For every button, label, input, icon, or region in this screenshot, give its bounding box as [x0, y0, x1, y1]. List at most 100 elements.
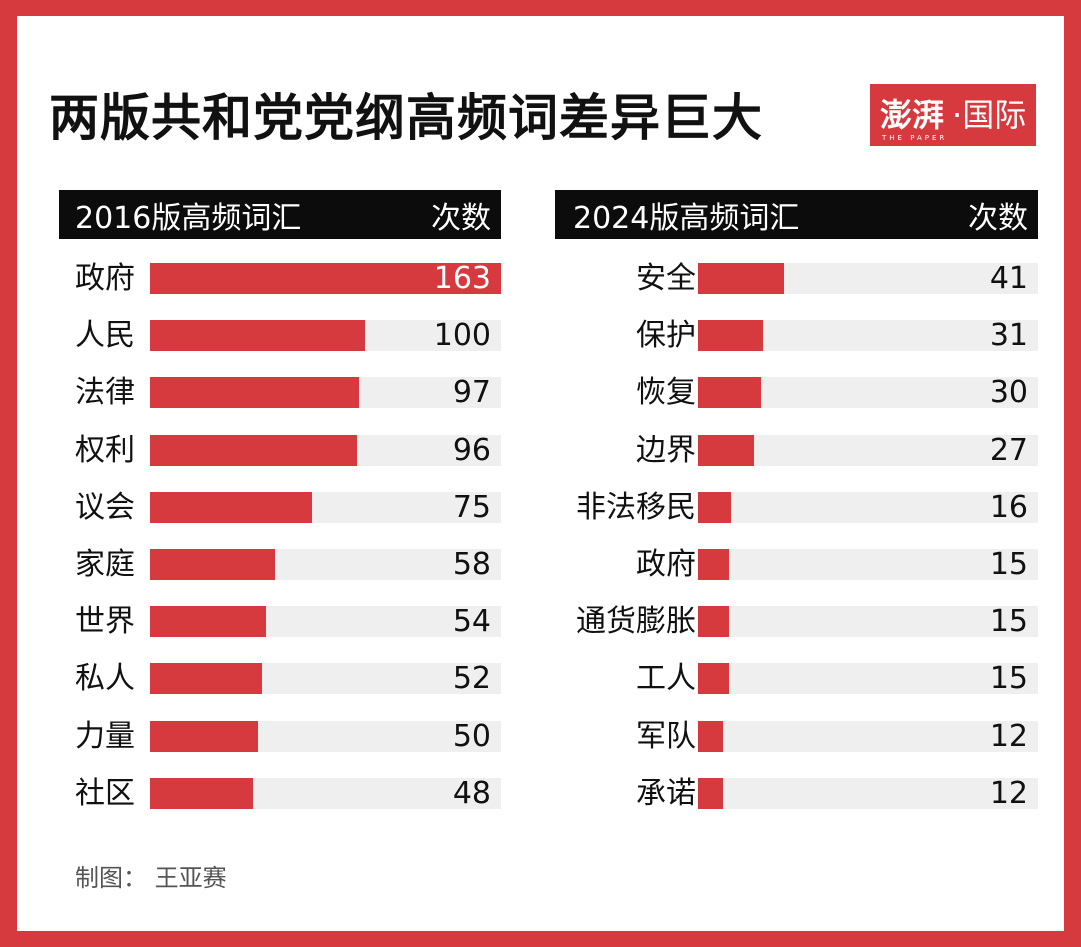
bar-track: 97 — [150, 375, 501, 411]
bar — [150, 548, 275, 580]
bar-track: 16 — [698, 489, 1038, 525]
bar-row: 边界 27 — [555, 432, 1038, 492]
value-label: 12 — [989, 718, 1028, 754]
bar-track: 15 — [698, 604, 1038, 640]
category-label: 社区 — [75, 775, 135, 811]
bar-row: 安全 41 — [555, 263, 1038, 320]
value-label: 30 — [989, 375, 1028, 411]
value-label: 27 — [989, 432, 1028, 468]
value-label: 16 — [989, 489, 1028, 525]
panel-2024-header: 2024版高频词汇 次数 — [555, 190, 1038, 239]
bar-row: 政府 15 — [555, 546, 1038, 606]
bar-track: 12 — [698, 718, 1038, 754]
value-label: 50 — [452, 718, 491, 754]
bar — [150, 320, 366, 352]
bar-row: 恢复 30 — [555, 377, 1038, 434]
panel-2016: 2016版高频词汇 次数 政府 163 人民 100 法律 97 权利 96 议会 75 家庭 58 世… — [59, 190, 501, 835]
bar — [698, 434, 755, 466]
value-label: 15 — [989, 661, 1028, 697]
chart-title: 两版共和党党纲高频词差异巨大 — [49, 89, 763, 147]
bar — [698, 663, 730, 695]
bar-row: 工人 15 — [555, 663, 1038, 720]
bar-row: 力量 50 — [59, 718, 501, 778]
bar — [150, 663, 262, 695]
panel-2016-header: 2016版高频词汇 次数 — [59, 190, 501, 239]
bar-track: 58 — [150, 546, 501, 582]
bar — [698, 777, 724, 809]
category-label: 政府 — [636, 546, 696, 582]
category-label: 力量 — [75, 718, 135, 754]
bar-row: 世界 54 — [59, 606, 501, 663]
value-label: 31 — [989, 318, 1028, 354]
bar — [150, 777, 254, 809]
value-label: 97 — [452, 375, 491, 411]
category-label: 法律 — [75, 375, 135, 411]
bar-track: 30 — [698, 375, 1038, 411]
value-label: 163 — [433, 261, 491, 296]
bar-rows: 安全 41 保护 31 恢复 30 边界 27 非法移民 16 政府 15 通货膨胀 15 工人 15 军队 12… — [555, 263, 1038, 835]
bar-track: 52 — [150, 661, 501, 697]
bar-track: 41 — [698, 263, 1038, 294]
category-label: 军队 — [636, 718, 696, 754]
value-header: 次数 — [431, 200, 491, 236]
category-label: 人民 — [75, 318, 135, 354]
value-label: 12 — [989, 775, 1028, 811]
category-label: 世界 — [75, 604, 135, 640]
bar-row: 政府 163 — [59, 263, 501, 320]
value-label: 15 — [989, 604, 1028, 640]
bar — [698, 606, 730, 638]
bar-row: 通货膨胀 15 — [555, 606, 1038, 663]
bar-track: 31 — [698, 318, 1038, 354]
bar-track: 15 — [698, 546, 1038, 582]
bar-row: 承诺 12 — [555, 775, 1038, 835]
logo-mark: 澎湃 THE PAPER — [870, 84, 948, 146]
bar-row: 军队 12 — [555, 718, 1038, 778]
bar-track: 12 — [698, 775, 1038, 811]
value-label: 41 — [989, 261, 1028, 296]
bar-row: 权利 96 — [59, 432, 501, 492]
category-label: 恢复 — [636, 375, 696, 411]
category-label: 安全 — [636, 261, 696, 296]
category-label: 承诺 — [636, 775, 696, 811]
bar-row: 社区 48 — [59, 775, 501, 835]
bar-row: 议会 75 — [59, 489, 501, 549]
bar-row: 人民 100 — [59, 320, 501, 377]
logo-subtitle: THE PAPER — [882, 134, 948, 142]
category-header: 2024版高频词汇 — [573, 200, 800, 236]
bar — [698, 548, 730, 580]
bar-row: 家庭 58 — [59, 546, 501, 606]
bar-track: 15 — [698, 661, 1038, 697]
category-label: 通货膨胀 — [576, 604, 696, 640]
bar-track: 50 — [150, 718, 501, 754]
category-label: 家庭 — [75, 546, 135, 582]
bar-track: 48 — [150, 775, 501, 811]
category-label: 私人 — [75, 661, 135, 697]
bar — [698, 720, 724, 752]
value-label: 48 — [452, 775, 491, 811]
category-label: 议会 — [75, 489, 135, 525]
value-label: 54 — [452, 604, 491, 640]
bar — [150, 377, 359, 409]
value-label: 52 — [452, 661, 491, 697]
value-label: 15 — [989, 546, 1028, 582]
bar — [698, 320, 763, 352]
value-label: 58 — [452, 546, 491, 582]
publisher-logo: 澎湃 THE PAPER ·国际 — [870, 84, 1037, 146]
category-label: 政府 — [75, 261, 135, 296]
bar-track: 27 — [698, 432, 1038, 468]
bar — [150, 720, 258, 752]
bar-track: 96 — [150, 432, 501, 468]
bar — [150, 263, 501, 294]
bar-track: 54 — [150, 604, 501, 640]
bar — [150, 606, 267, 638]
bar — [698, 263, 784, 294]
chart-card: 两版共和党党纲高频词差异巨大 澎湃 THE PAPER ·国际 2016版高频词… — [17, 16, 1064, 931]
bar-row: 法律 97 — [59, 377, 501, 434]
logo-mark-text: 澎湃 — [880, 96, 945, 134]
category-label: 非法移民 — [576, 489, 696, 525]
logo-section-label: ·国际 — [952, 96, 1027, 134]
bar — [150, 434, 357, 466]
bar-track: 163 — [150, 263, 501, 294]
value-label: 96 — [452, 432, 491, 468]
category-label: 权利 — [75, 432, 135, 468]
